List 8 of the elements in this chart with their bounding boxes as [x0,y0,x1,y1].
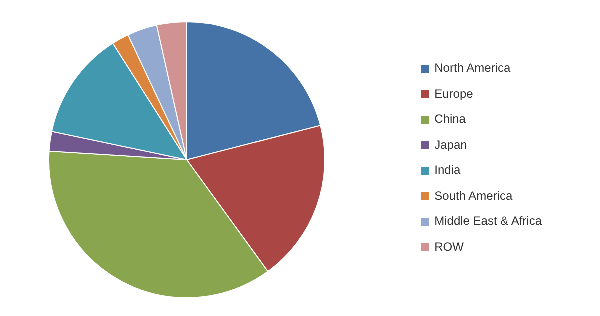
legend-label: ROW [434,240,464,254]
legend-label: China [434,112,466,126]
legend-label: North America [434,61,511,75]
legend-label: Middle East & Africa [434,214,542,228]
legend-label: Japan [434,138,468,152]
legend-label: South America [434,188,513,202]
legend-label: Europe [434,86,474,100]
legend-label: India [434,163,461,177]
